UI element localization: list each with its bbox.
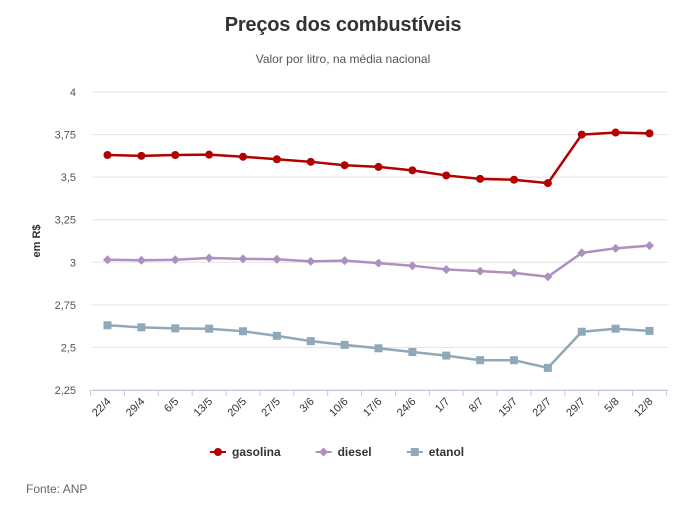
diesel-point (611, 243, 621, 253)
gasolina-point (611, 128, 620, 137)
x-tick-label: 29/7 (564, 396, 588, 420)
etanol-point (205, 324, 214, 333)
chart-title: Preços dos combustíveis (224, 14, 462, 36)
diesel-point (645, 241, 654, 251)
gasolina-point (205, 150, 214, 159)
etanol-point (510, 356, 518, 365)
gasolina-point (239, 152, 247, 161)
y-tick-label: 2,5 (61, 342, 76, 354)
gasolina-point (543, 179, 552, 188)
diesel-point (136, 255, 146, 265)
legend-marker-diesel (319, 447, 329, 457)
legend-label: diesel (338, 445, 372, 459)
gasolina-point (408, 166, 417, 175)
series-diesel (103, 241, 654, 282)
diesel-point (238, 254, 248, 264)
x-tick-label: 20/5 (225, 396, 249, 420)
etanol-point (272, 331, 281, 340)
x-tick-label: 15/7 (496, 396, 520, 420)
x-tick-label: 24/6 (395, 396, 419, 420)
y-tick-label: 3,25 (55, 215, 76, 227)
x-tick-label: 27/5 (259, 396, 283, 420)
gasolina-point (645, 129, 654, 138)
gasolina-point (442, 171, 451, 180)
etanol-point (611, 324, 620, 333)
x-tick-label: 1/7 (433, 396, 452, 415)
etanol-point (306, 337, 315, 346)
diesel-point (509, 268, 519, 278)
diesel-point (272, 254, 282, 264)
y-tick-label: 2,75 (55, 300, 76, 312)
legend: gasolina diesel etanol (210, 445, 464, 459)
y-axis-title: em R$ (31, 224, 43, 257)
series-gasolina (103, 128, 654, 188)
x-tick-label: 22/4 (90, 396, 114, 420)
x-tick-label: 12/8 (632, 396, 656, 420)
x-tick-label: 17/6 (361, 396, 385, 420)
x-tick-label: 10/6 (327, 396, 351, 420)
legend-label: etanol (429, 445, 464, 459)
gasolina-point (137, 151, 146, 160)
etanol-point (442, 351, 451, 360)
legend-label: gasolina (232, 445, 281, 459)
etanol-point (408, 348, 417, 357)
etanol-point (340, 340, 349, 349)
legend-item-etanol[interactable]: etanol (406, 445, 464, 459)
diesel-point (577, 248, 587, 258)
series-line (107, 131, 650, 185)
y-tick-label: 2,25 (55, 385, 76, 397)
etanol-point (543, 363, 552, 372)
diesel-point (407, 261, 417, 271)
etanol-point (239, 327, 247, 336)
diesel-point (340, 256, 350, 266)
diesel-point (103, 255, 112, 265)
diesel-point (441, 264, 451, 274)
diesel-point (170, 255, 180, 265)
etanol-point (171, 324, 180, 333)
etanol-point (645, 326, 654, 335)
legend-item-diesel[interactable]: diesel (315, 445, 372, 459)
y-tick-label: 4 (70, 87, 76, 99)
x-tick-label: 8/7 (467, 396, 486, 415)
x-tick-label: 3/6 (298, 396, 317, 415)
diesel-point (543, 272, 553, 282)
x-tick-label: 6/5 (162, 396, 181, 415)
gasolina-point (476, 174, 485, 183)
series-etanol (103, 321, 654, 372)
axes: 2,25 2,5 2,75 3 3,25 3,5 3,75 4 22/4 29/4 6/5 13/5 2… (31, 87, 668, 419)
x-tick-label: 5/8 (602, 396, 621, 415)
gasolina-point (510, 175, 518, 184)
gasolina-point (374, 162, 383, 171)
y-tick-label: 3,5 (61, 172, 76, 184)
etanol-point (374, 344, 383, 353)
legend-item-gasolina[interactable]: gasolina (210, 445, 281, 459)
x-tick-label: 13/5 (192, 396, 216, 420)
gasolina-point (272, 155, 281, 164)
etanol-point (476, 356, 485, 365)
etanol-point (577, 327, 586, 336)
y-tick-label: 3,75 (55, 130, 76, 142)
source-note: Fonte: ANP (26, 482, 88, 496)
diesel-point (204, 253, 214, 263)
y-tick-label: 3 (70, 257, 76, 269)
series (103, 128, 654, 372)
gasolina-point (171, 151, 180, 160)
x-tick-label: 29/4 (124, 396, 148, 420)
gasolina-point (103, 151, 112, 160)
diesel-point (374, 258, 383, 268)
chart-subtitle: Valor por litro, na média nacional (255, 52, 431, 66)
legend-marker-etanol (410, 448, 419, 456)
diesel-point (475, 266, 485, 276)
gasolina-point (340, 161, 349, 170)
diesel-point (306, 256, 316, 266)
gasolina-point (577, 130, 586, 139)
gasolina-point (306, 157, 315, 166)
etanol-point (103, 321, 112, 330)
x-tick-label: 22/7 (530, 396, 554, 420)
etanol-point (137, 323, 146, 332)
legend-marker-gasolina (214, 448, 222, 456)
